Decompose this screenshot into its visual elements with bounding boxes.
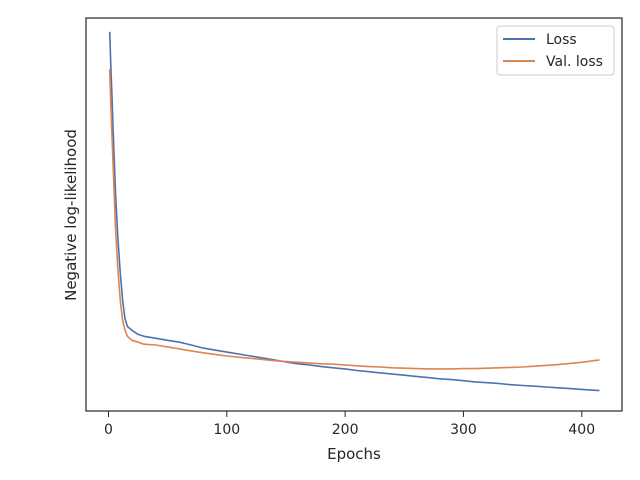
legend: Loss Val. loss — [496, 25, 615, 76]
x-tick-label: 400 — [568, 422, 595, 438]
x-axis-label: Epochs — [327, 445, 381, 463]
x-tick-label: 0 — [104, 422, 113, 438]
axes-frame — [85, 17, 623, 412]
series-line-val-loss — [108, 69, 600, 370]
x-tick-label: 300 — [450, 422, 477, 438]
plot-area — [108, 31, 600, 392]
series-line-loss — [108, 31, 600, 392]
x-axis-ticks: 0 100 200 300 400 — [104, 411, 595, 438]
x-tick-label: 100 — [213, 422, 240, 438]
legend-label-val-loss: Val. loss — [546, 54, 603, 70]
legend-label-loss: Loss — [546, 32, 577, 48]
y-axis-label: Negative log-likelihood — [62, 129, 80, 301]
x-tick-label: 200 — [332, 422, 359, 438]
